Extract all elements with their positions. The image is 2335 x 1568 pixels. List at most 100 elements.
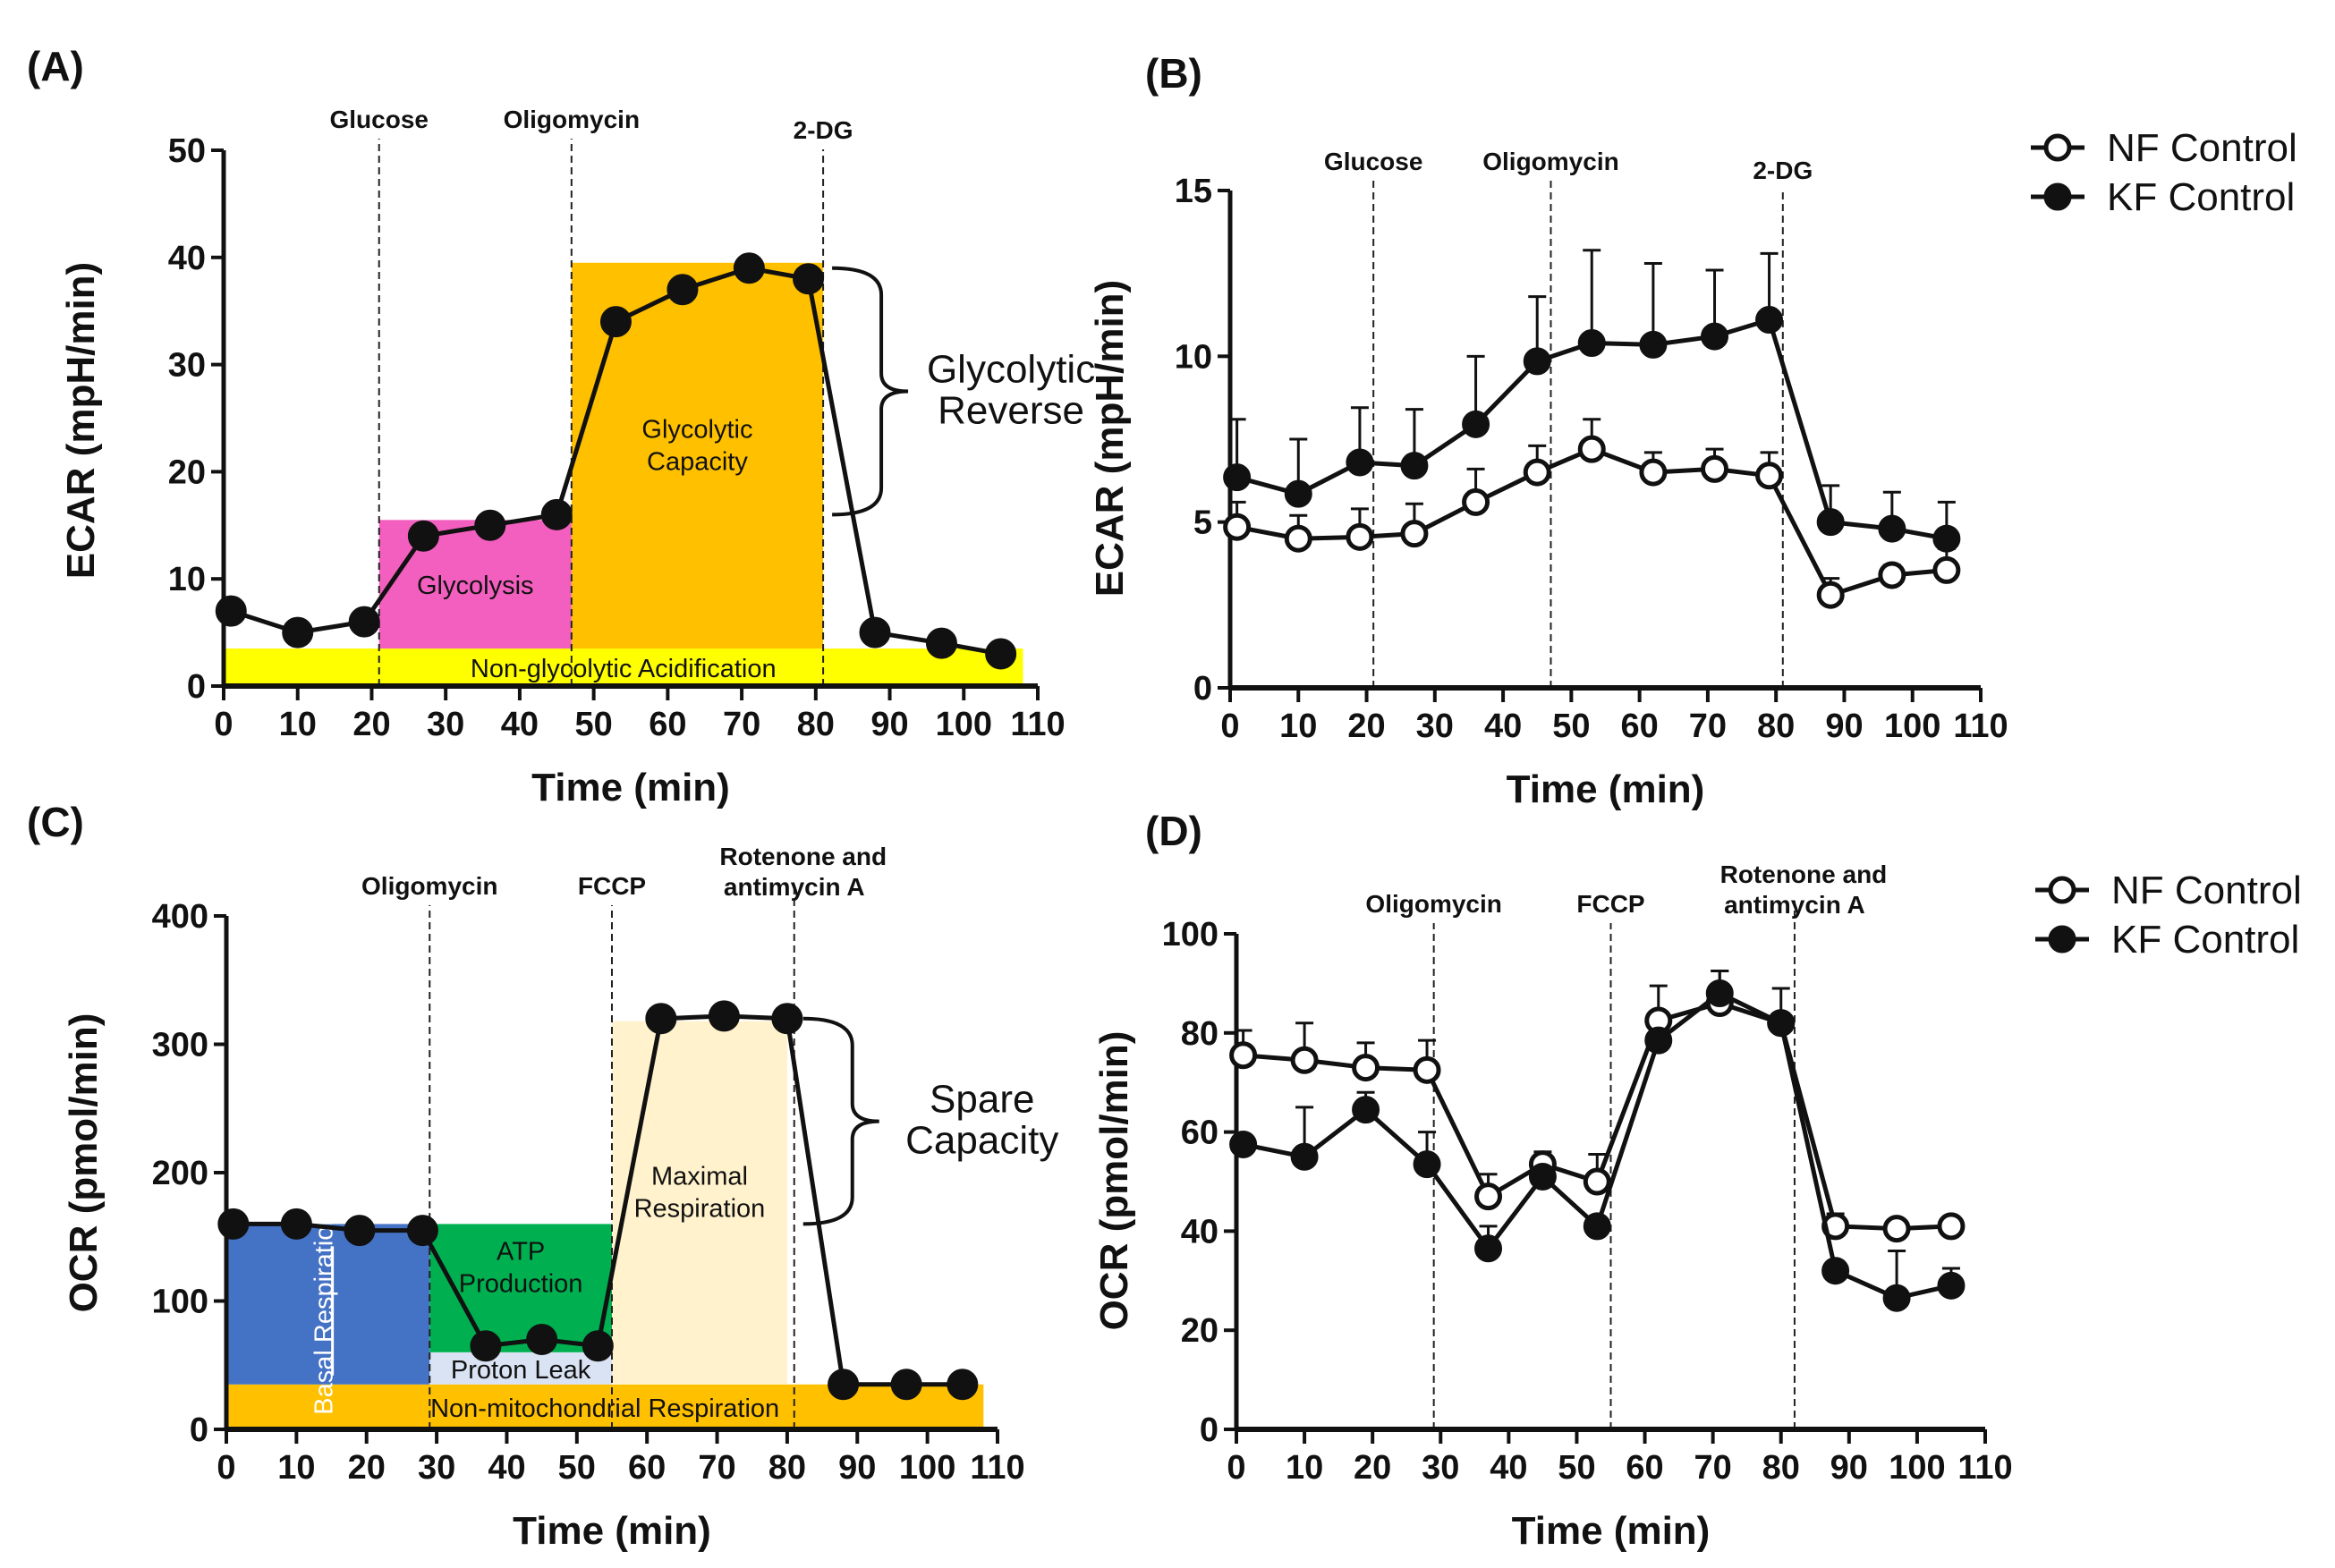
series-kf-control bbox=[1229, 970, 1966, 1312]
y-tick-label: 200 bbox=[152, 1155, 208, 1192]
data-point bbox=[771, 1003, 803, 1035]
y-tick-label: 80 bbox=[1181, 1015, 1218, 1053]
x-tick-label: 50 bbox=[1558, 1449, 1595, 1487]
y-tick-label: 0 bbox=[1200, 1411, 1218, 1449]
brace-label: Capacity bbox=[905, 1119, 1058, 1163]
data-point bbox=[470, 1330, 502, 1362]
x-tick-label: 100 bbox=[899, 1449, 955, 1487]
data-point bbox=[708, 1000, 740, 1032]
data-point bbox=[1474, 1182, 1503, 1211]
legend-entry: NF Control bbox=[2111, 869, 2302, 912]
y-tick-label: 100 bbox=[1162, 916, 1218, 954]
x-tick-label: 30 bbox=[1422, 1449, 1459, 1487]
x-tick-label: 80 bbox=[1757, 708, 1795, 745]
data-point bbox=[1523, 347, 1551, 376]
region-4 bbox=[612, 1021, 787, 1385]
series-ocr bbox=[217, 1000, 979, 1401]
data-point bbox=[925, 627, 957, 659]
data-point bbox=[1462, 410, 1490, 438]
x-tick-label: 0 bbox=[1227, 1449, 1245, 1487]
x-tick-label: 10 bbox=[277, 1449, 315, 1487]
injection-label: Oligomycin bbox=[361, 872, 497, 900]
data-point bbox=[1878, 514, 1906, 543]
x-axis-label: Time (min) bbox=[513, 1509, 711, 1553]
data-point bbox=[1701, 454, 1729, 483]
injection-label: FCCP bbox=[578, 872, 646, 900]
brace-icon bbox=[802, 1016, 879, 1226]
data-point bbox=[1821, 1257, 1850, 1285]
data-point bbox=[1644, 1026, 1673, 1055]
x-tick-label: 70 bbox=[698, 1449, 735, 1487]
x-tick-label: 50 bbox=[1552, 708, 1590, 745]
data-point bbox=[1639, 330, 1668, 359]
data-point bbox=[1413, 1055, 1441, 1084]
x-axis-label: Time (min) bbox=[531, 766, 730, 809]
data-point bbox=[1932, 524, 1961, 553]
y-tick-label: 0 bbox=[190, 1411, 208, 1449]
x-tick-label: 100 bbox=[1884, 708, 1940, 745]
y-tick-label: 100 bbox=[152, 1284, 208, 1321]
y-tick-label: 0 bbox=[1193, 670, 1212, 708]
injection-label: Glucose bbox=[329, 106, 428, 133]
data-point bbox=[1229, 1041, 1258, 1070]
x-tick-label: 110 bbox=[1953, 708, 2008, 745]
data-point bbox=[667, 274, 699, 306]
panel-label: (C) bbox=[27, 799, 84, 845]
data-point bbox=[1583, 1212, 1611, 1241]
y-axis-label: ECAR (mpH/min) bbox=[59, 262, 103, 579]
x-tick-label: 10 bbox=[1286, 1449, 1323, 1487]
x-tick-label: 40 bbox=[1490, 1449, 1527, 1487]
injection-label: 2-DG bbox=[1753, 157, 1813, 184]
data-point bbox=[1290, 1046, 1319, 1074]
x-tick-label: 110 bbox=[970, 1449, 1024, 1487]
series-nf-control bbox=[1223, 418, 1961, 609]
x-tick-label: 30 bbox=[418, 1449, 455, 1487]
data-point bbox=[344, 1215, 376, 1247]
x-tick-label: 0 bbox=[214, 706, 233, 743]
data-point bbox=[217, 1208, 250, 1240]
y-tick-label: 5 bbox=[1193, 504, 1212, 542]
legend-marker-icon bbox=[2043, 133, 2072, 162]
x-tick-label: 60 bbox=[628, 1449, 666, 1487]
y-tick-label: 10 bbox=[1175, 338, 1212, 376]
data-point bbox=[1223, 463, 1252, 492]
data-point bbox=[1400, 520, 1429, 548]
data-point bbox=[1352, 1054, 1380, 1082]
x-tick-label: 80 bbox=[797, 706, 835, 743]
data-point bbox=[1932, 555, 1961, 584]
data-point bbox=[1400, 452, 1429, 480]
chart-panel-d: (D) Oligomycin FCCP Rotenone and antimycin A… bbox=[1092, 808, 2302, 1553]
series-nf-control bbox=[1229, 970, 1966, 1243]
injection-label: Oligomycin bbox=[504, 106, 640, 133]
legend-marker-icon bbox=[2048, 925, 2076, 954]
x-tick-label: 10 bbox=[1279, 708, 1317, 745]
legend-entry: KF Control bbox=[2111, 918, 2299, 962]
region-label: Basal Respiration bbox=[310, 1211, 339, 1414]
y-axis-label: OCR (pmol/min) bbox=[1092, 1031, 1136, 1331]
panel-label: (D) bbox=[1145, 808, 1202, 854]
y-tick-label: 60 bbox=[1181, 1115, 1218, 1152]
data-point bbox=[985, 638, 1017, 670]
data-point bbox=[1346, 522, 1374, 551]
region-label: Proton Leak bbox=[451, 1356, 591, 1385]
x-tick-label: 90 bbox=[1825, 708, 1863, 745]
y-tick-label: 50 bbox=[168, 132, 206, 170]
injection-label: Oligomycin bbox=[1365, 890, 1501, 918]
x-tick-label: 60 bbox=[1620, 708, 1658, 745]
x-tick-label: 40 bbox=[501, 706, 539, 743]
data-point bbox=[1528, 1162, 1557, 1191]
data-point bbox=[1352, 1096, 1380, 1124]
x-tick-label: 50 bbox=[558, 1449, 596, 1487]
data-point bbox=[1229, 1130, 1258, 1158]
series-line bbox=[1243, 990, 1952, 1301]
data-point bbox=[1816, 508, 1845, 537]
x-tick-label: 100 bbox=[936, 706, 992, 743]
data-point bbox=[406, 1215, 438, 1247]
x-tick-label: 80 bbox=[1762, 1449, 1800, 1487]
data-point bbox=[1937, 1271, 1966, 1300]
data-point bbox=[540, 498, 573, 530]
region-1 bbox=[226, 1224, 430, 1385]
y-tick-label: 40 bbox=[1181, 1213, 1218, 1250]
region-label: Non-mitochondrial Respiration bbox=[430, 1394, 779, 1423]
region-label: Maximal Respiration bbox=[634, 1163, 766, 1224]
